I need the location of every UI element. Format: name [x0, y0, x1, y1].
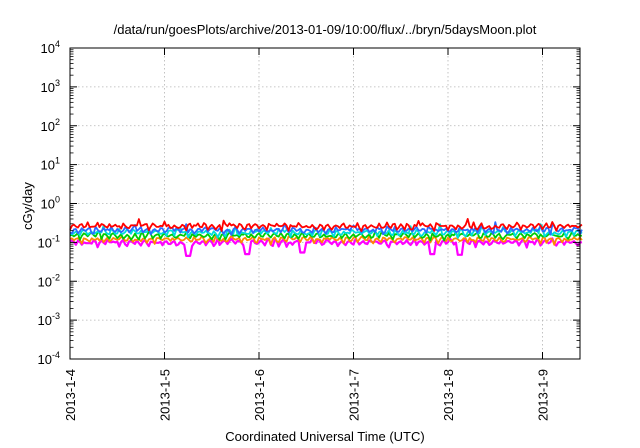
x-axis: 2013-1-4 2013-1-5 2013-1-6 2013-1-7 2013-1-8…	[63, 48, 551, 421]
x-tick-label: 2013-1-5	[158, 369, 173, 421]
grid	[70, 48, 580, 359]
y-tick-label: 103	[41, 78, 60, 95]
y-tick-label: 10-3	[38, 311, 60, 328]
x-tick-label: 2013-1-6	[252, 369, 267, 421]
series-line	[69, 234, 583, 246]
x-tick-label: 2013-1-9	[536, 369, 551, 421]
x-axis-label: Coordinated Universal Time (UTC)	[225, 429, 424, 444]
y-tick-label: 104	[41, 39, 60, 56]
y-tick-label: 102	[41, 117, 60, 134]
y-axis: 10-4 10-3 10-2 10-1 100 101 102 103 104	[38, 39, 580, 367]
y-tick-label: 10-2	[38, 272, 60, 289]
series-group	[69, 217, 583, 257]
chart-title: /data/run/goesPlots/archive/2013-01-09/1…	[114, 22, 537, 37]
y-tick-label: 100	[41, 195, 60, 212]
series-line	[69, 230, 583, 242]
x-tick-label: 2013-1-8	[441, 369, 456, 421]
y-axis-label: cGy/day	[20, 182, 35, 230]
y-tick-label: 101	[41, 156, 60, 173]
y-tick-label: 10-4	[38, 350, 60, 367]
y-tick-label: 10-1	[38, 233, 60, 250]
series-line	[69, 217, 583, 232]
x-tick-label: 2013-1-7	[347, 369, 362, 421]
x-tick-label: 2013-1-4	[63, 369, 78, 421]
